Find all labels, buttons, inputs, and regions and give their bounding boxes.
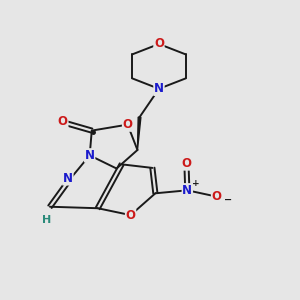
Text: +: + bbox=[192, 179, 200, 188]
Text: −: − bbox=[224, 195, 232, 205]
Polygon shape bbox=[137, 117, 141, 150]
Text: N: N bbox=[182, 184, 192, 197]
Text: O: O bbox=[154, 38, 164, 50]
Text: H: H bbox=[42, 215, 52, 225]
Text: O: O bbox=[123, 118, 133, 131]
Text: O: O bbox=[58, 115, 68, 128]
Text: O: O bbox=[126, 208, 136, 222]
Text: N: N bbox=[85, 149, 95, 162]
Text: O: O bbox=[212, 190, 222, 203]
Text: O: O bbox=[182, 157, 191, 170]
Text: N: N bbox=[63, 172, 73, 185]
Text: N: N bbox=[154, 82, 164, 95]
